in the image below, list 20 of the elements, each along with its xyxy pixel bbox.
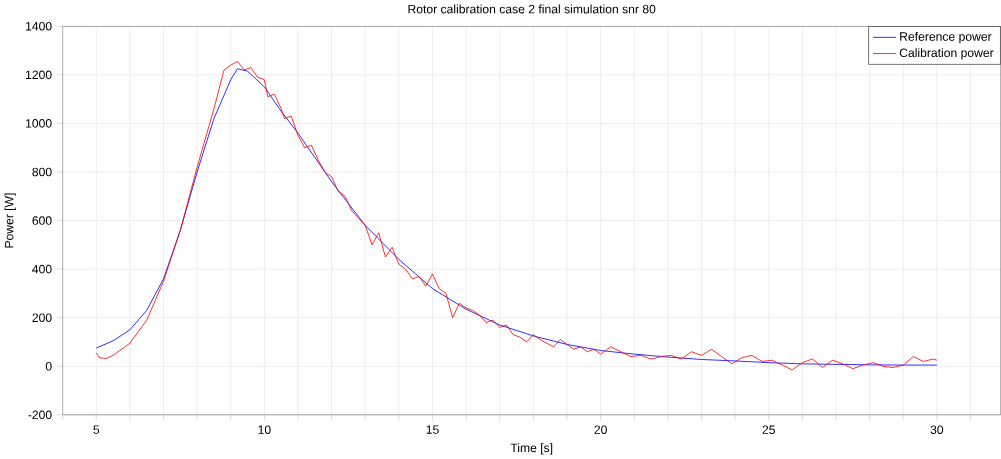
legend-label: Reference power	[900, 31, 992, 44]
x-axis-title: Time [s]	[510, 443, 553, 455]
y-tick-label: 800	[32, 167, 52, 177]
y-tick-label: 400	[32, 264, 52, 274]
x-tick-label: 5	[93, 425, 100, 434]
y-tick-label: -200	[28, 410, 52, 420]
y-tick-label: 1000	[26, 119, 52, 128]
y-tick-label: 0	[45, 361, 52, 371]
x-tick-label: 20	[594, 425, 607, 434]
x-tick-label: 25	[762, 425, 775, 434]
y-axis-title: Power [W]	[4, 193, 16, 248]
x-tick-label: 15	[426, 425, 439, 434]
x-tick-label: 30	[930, 425, 944, 434]
x-tick-label: 10	[258, 425, 271, 434]
y-tick-label: 1400	[26, 21, 52, 31]
legend-label: Calibration power	[899, 48, 994, 60]
chart-title: Rotor calibration case 2 final simulation snr 80	[408, 4, 656, 14]
y-tick-label: 200	[32, 313, 52, 322]
y-tick-label: 600	[32, 216, 52, 225]
y-tick-label: 1200	[26, 70, 52, 80]
